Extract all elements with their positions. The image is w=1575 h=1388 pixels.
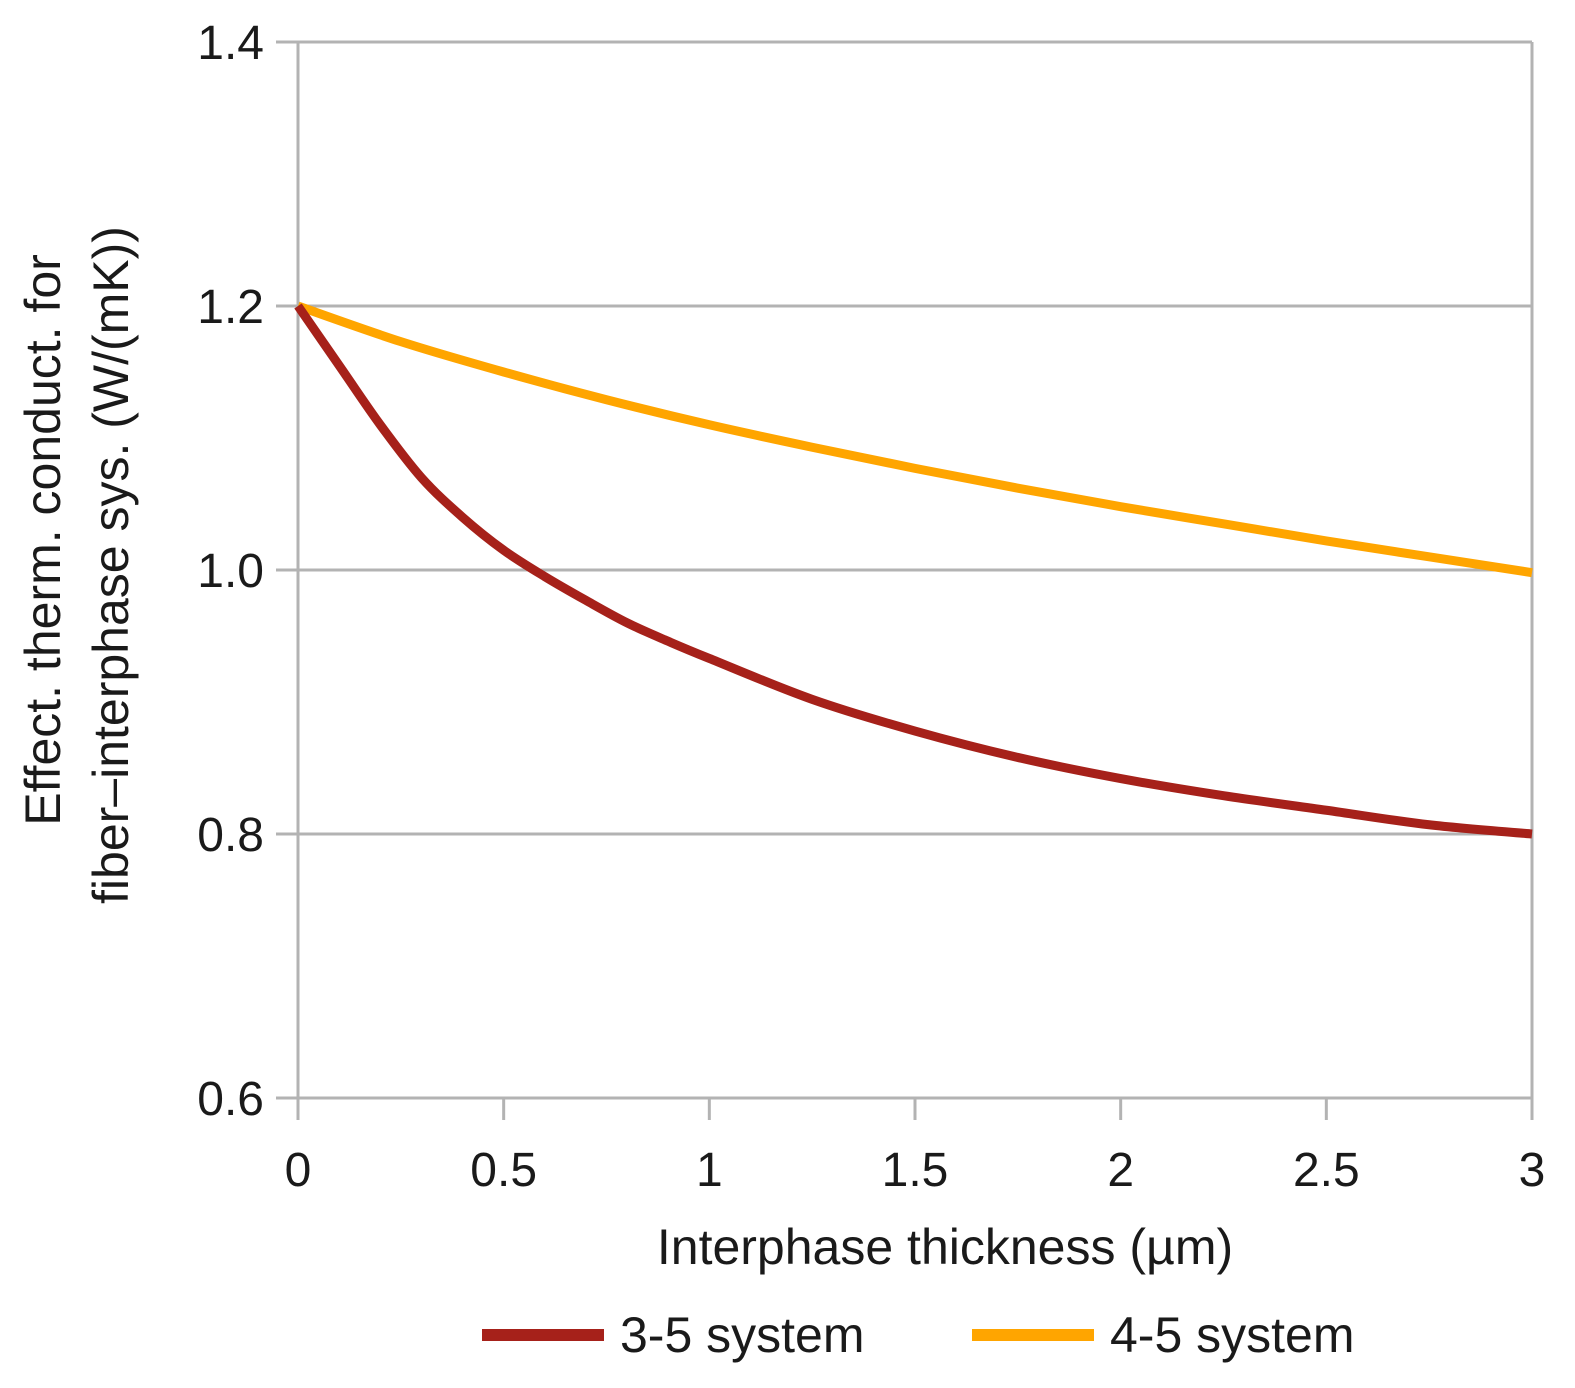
y-tick-label: 1.4 [197, 17, 264, 70]
legend-label-4-5-system: 4-5 system [1110, 1307, 1355, 1363]
axes [276, 40, 1534, 1120]
y-tick-label: 0.6 [197, 1073, 264, 1126]
x-tick-label: 1 [696, 1144, 723, 1197]
x-tick-label: 2 [1107, 1144, 1134, 1197]
x-axis-title: Interphase thickness (µm) [657, 1219, 1233, 1275]
series-lines [294, 301, 1533, 839]
x-tick-label: 0.5 [470, 1144, 537, 1197]
y-axis-title-line2: fiber–interphase sys. (W/(mK)) [83, 226, 139, 904]
y-axis-title: Effect. therm. conduct. for fiber–interp… [15, 226, 139, 904]
y-tick-label: 1.0 [197, 545, 264, 598]
x-tick-label: 3 [1519, 1144, 1546, 1197]
y-tick-label: 0.8 [197, 809, 264, 862]
x-tick-label: 2.5 [1293, 1144, 1360, 1197]
series-line-4-5-system [296, 301, 1533, 578]
legend: 3-5 system 4-5 system [482, 1307, 1355, 1363]
x-tick-label: 0 [285, 1144, 312, 1197]
tick-labels: 0.6 0.8 1.0 1.2 1.4 0 0.5 1 1.5 2 2.5 3 [197, 17, 1545, 1197]
y-tick-label: 1.2 [197, 281, 264, 334]
gridlines [298, 40, 1532, 836]
series-line-3-5-system [294, 303, 1533, 839]
x-tick-label: 1.5 [882, 1144, 949, 1197]
y-axis-title-line1: Effect. therm. conduct. for [15, 254, 71, 826]
legend-label-3-5-system: 3-5 system [620, 1307, 865, 1363]
